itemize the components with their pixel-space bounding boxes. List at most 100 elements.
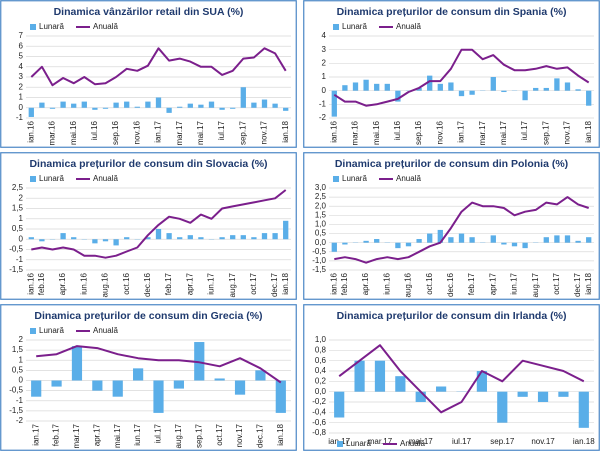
- bar: [39, 239, 45, 242]
- x-tick-label: feb.17: [52, 423, 61, 446]
- bar: [537, 391, 549, 402]
- x-tick-label: ian.16: [329, 120, 338, 142]
- bar: [261, 233, 268, 240]
- y-tick-label: 2: [19, 335, 24, 344]
- x-tick-label: dec.17: [270, 272, 279, 297]
- y-tick-label: -0,6: [312, 418, 326, 427]
- legend-swatch: [333, 24, 339, 30]
- bar: [342, 242, 348, 245]
- legend-swatch: [333, 176, 339, 182]
- x-tick-label: sep.17: [490, 437, 515, 446]
- bar: [501, 242, 507, 245]
- y-tick-label: 0: [19, 376, 24, 385]
- bar: [586, 237, 592, 243]
- x-tick-label: dec.17: [573, 272, 582, 297]
- legend-swatch: [337, 441, 343, 447]
- panel-border: [0, 304, 297, 451]
- x-tick-label: sep.16: [111, 120, 120, 145]
- x-tick-label: ian.17: [154, 120, 163, 142]
- x-tick-label: mar.17: [478, 120, 487, 145]
- y-tick-label: 0,8: [315, 345, 327, 354]
- bar: [533, 87, 539, 91]
- bar: [331, 242, 337, 252]
- bar: [497, 391, 508, 423]
- x-tick-label: ian.18: [276, 423, 285, 445]
- bar: [187, 103, 193, 108]
- x-tick-label: nov.16: [132, 120, 141, 144]
- bar: [60, 233, 66, 240]
- y-tick-label: -2: [319, 113, 327, 122]
- chart-title: Dinamica prețurilor de consum din Slovac…: [29, 158, 267, 170]
- bar: [415, 391, 426, 402]
- bar: [102, 239, 109, 242]
- bar: [261, 99, 268, 108]
- x-tick-label: aug.16: [404, 272, 413, 297]
- bar: [363, 240, 369, 243]
- bar: [124, 237, 130, 240]
- bar: [251, 102, 257, 108]
- x-tick-label: iun.17: [207, 272, 216, 294]
- bar: [416, 87, 422, 91]
- legend-label: Anuală: [396, 22, 421, 31]
- bar: [511, 242, 518, 247]
- bar: [575, 89, 581, 91]
- bar: [395, 376, 406, 392]
- x-tick-label: nov.16: [435, 120, 444, 144]
- bar: [543, 237, 549, 243]
- line: [31, 189, 287, 259]
- y-tick-label: 6: [19, 41, 24, 50]
- line: [36, 345, 282, 384]
- y-tick-label: 2: [19, 193, 24, 202]
- y-tick-label: -1,5: [9, 406, 23, 415]
- bar: [272, 233, 278, 240]
- x-tick-label: dec.16: [143, 272, 152, 297]
- bar: [501, 90, 507, 93]
- panel-border: [303, 304, 600, 451]
- x-tick-label: sep.17: [194, 423, 203, 448]
- legend-label: Lunară: [39, 326, 64, 335]
- x-tick-label: sep.17: [541, 120, 550, 145]
- bar: [272, 103, 278, 108]
- x-tick-label: mar.16: [351, 120, 360, 145]
- x-tick-label: ian.18: [584, 120, 593, 142]
- y-tick-label: 2,0: [315, 201, 327, 210]
- y-tick-label: 0,6: [315, 356, 327, 365]
- chart-title: Dinamica prețurilor de consum din Spania…: [337, 6, 567, 18]
- y-tick-label: 1: [19, 214, 24, 223]
- panel-border: [0, 0, 297, 148]
- bar: [522, 90, 528, 101]
- x-tick-label: ian.16: [26, 272, 35, 294]
- x-tick-label: apr.17: [92, 423, 101, 446]
- bar: [255, 370, 266, 381]
- y-tick-label: -0,2: [312, 397, 326, 406]
- bar: [283, 220, 289, 240]
- bar: [28, 237, 34, 240]
- legend-label: Lunară: [342, 174, 367, 183]
- bar: [578, 391, 589, 428]
- line: [30, 47, 287, 87]
- y-tick-label: 2,5: [315, 192, 327, 201]
- x-tick-label: apr.17: [488, 272, 497, 295]
- bar: [71, 346, 83, 381]
- x-tick-label: nov.17: [260, 120, 269, 144]
- x-tick-label: ian.16: [329, 272, 338, 294]
- bar: [354, 360, 365, 392]
- chart-panel: Dinamica prețurilor de consum din Grecia…: [0, 304, 297, 451]
- y-tick-label: 4: [322, 31, 327, 40]
- y-tick-label: -0,4: [312, 407, 326, 416]
- bar: [198, 237, 204, 240]
- bar: [219, 107, 225, 110]
- bar: [251, 237, 257, 240]
- chart-title: Dinamica prețurilor de consum din Grecia…: [34, 310, 262, 322]
- bar: [81, 101, 87, 108]
- y-tick-label: -0,8: [312, 428, 326, 437]
- x-tick-label: mai.17: [196, 120, 205, 145]
- bar: [219, 237, 225, 240]
- x-tick-label: mar.17: [368, 437, 393, 446]
- y-tick-label: 1: [322, 72, 327, 81]
- bar: [124, 101, 130, 108]
- bar: [240, 87, 246, 108]
- bar: [395, 242, 401, 249]
- bar: [476, 371, 487, 392]
